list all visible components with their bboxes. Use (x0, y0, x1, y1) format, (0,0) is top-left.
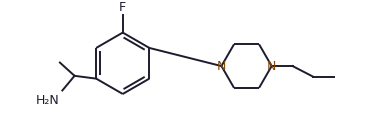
Text: F: F (119, 1, 126, 14)
Text: N: N (267, 60, 276, 73)
Text: H₂N: H₂N (36, 94, 60, 107)
Text: N: N (217, 60, 226, 73)
